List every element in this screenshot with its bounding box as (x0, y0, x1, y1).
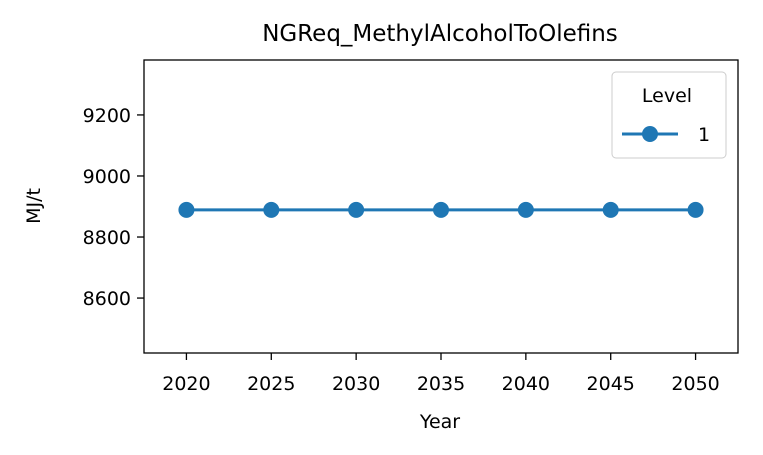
legend-title: Level (642, 85, 692, 107)
data-point (178, 201, 195, 218)
x-tick-label: 2030 (332, 373, 380, 395)
x-axis: 2020 2025 2030 2035 2040 2045 2050 (162, 353, 720, 395)
x-axis-label: Year (419, 411, 460, 433)
legend-marker (642, 126, 658, 142)
x-tick-label: 2040 (502, 373, 550, 395)
y-tick-label: 9200 (83, 105, 131, 127)
data-point (348, 201, 365, 218)
data-point (517, 201, 534, 218)
data-point (433, 201, 449, 218)
x-tick-label: 2045 (587, 373, 635, 395)
chart-title: NGReq_MethylAlcoholToOlefins (262, 21, 618, 47)
legend-box (611, 71, 727, 159)
x-tick-label: 2035 (417, 373, 465, 395)
data-point (263, 201, 280, 218)
legend: Level 1 (611, 71, 727, 159)
y-tick-label: 8800 (83, 227, 131, 249)
x-tick-label: 2025 (247, 373, 295, 395)
data-point (602, 201, 619, 218)
y-axis-label: MJ/t (23, 188, 45, 224)
series-layer (178, 201, 704, 218)
y-tick-label: 8600 (83, 288, 131, 310)
y-tick-label: 9000 (83, 166, 131, 188)
x-tick-label: 2050 (671, 373, 719, 395)
data-point (687, 201, 704, 218)
legend-entry-label: 1 (698, 124, 710, 146)
y-axis: 8600 8800 9000 9200 (83, 105, 144, 310)
x-tick-label: 2020 (162, 373, 210, 395)
